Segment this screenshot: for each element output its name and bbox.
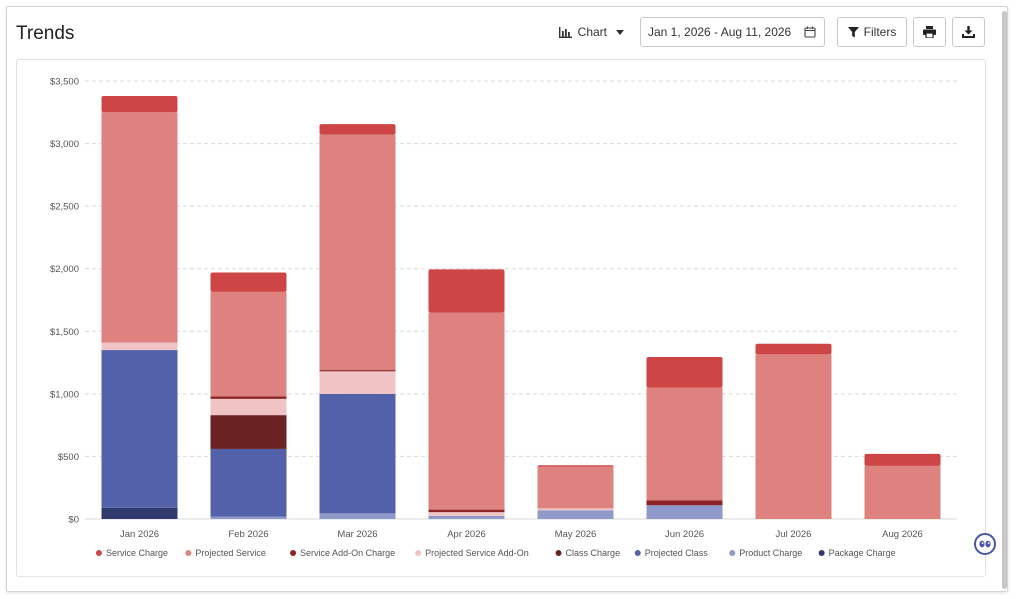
bar-segment — [646, 356, 723, 388]
face-icon — [979, 540, 991, 548]
bar-segment — [101, 112, 178, 343]
chevron-down-icon — [616, 29, 624, 35]
filter-icon — [847, 26, 859, 37]
help-chat-icon[interactable] — [974, 533, 996, 555]
bar-segment — [319, 370, 396, 372]
bar-segment — [864, 453, 941, 466]
bar-segment — [210, 272, 287, 292]
y-tick-label: $1,500 — [50, 327, 79, 338]
legend-swatch — [729, 550, 736, 556]
bar-chart-icon — [558, 26, 572, 38]
legend-item: Service Charge — [106, 548, 168, 558]
bar-segment — [319, 371, 396, 394]
bar-segment — [101, 342, 178, 351]
chart-panel: $0 $500 $1,000 $1,500 $2,000 $2,500 $3,000 $3,5… — [16, 59, 986, 577]
bar-segment — [210, 448, 287, 517]
calendar-icon — [804, 26, 816, 38]
legend-item: Product Charge — [739, 548, 802, 558]
report-frame: Trends Chart Jan 1, 2026 - Aug 11, 2026 — [6, 6, 1008, 592]
toolbar: Chart Jan 1, 2026 - Aug 11, 2026 Filters — [551, 17, 985, 47]
bar-segment — [210, 415, 287, 449]
y-tick-label: $1,000 — [50, 389, 79, 400]
y-tick-label: $2,500 — [50, 202, 79, 213]
y-tick-label: $3,000 — [50, 139, 79, 150]
bar-segment — [210, 398, 287, 416]
print-button[interactable] — [913, 17, 946, 47]
bar-segment — [319, 124, 396, 135]
download-button[interactable] — [952, 17, 985, 47]
bar-segment — [646, 500, 723, 506]
bar-segment — [319, 513, 396, 519]
bar-segment — [537, 510, 614, 519]
print-icon — [923, 26, 936, 38]
x-tick-label: May 2026 — [555, 529, 597, 540]
legend-item: Class Charge — [566, 548, 621, 558]
y-tick-label: $500 — [58, 452, 79, 463]
bar-segment — [428, 515, 505, 519]
y-tick-label: $0 — [68, 515, 79, 526]
scrollbar[interactable] — [1002, 11, 1007, 589]
bar-segment — [537, 465, 614, 467]
legend-swatch — [185, 550, 192, 556]
bar-segment — [101, 507, 178, 519]
download-icon — [962, 26, 975, 38]
x-tick-label: Aug 2026 — [882, 529, 923, 540]
legend-swatch — [415, 550, 422, 556]
bar-segment — [319, 393, 396, 514]
bar-segment — [755, 354, 832, 519]
bar-segment — [537, 508, 614, 511]
legend-item: Projected Service — [195, 548, 266, 558]
bar-segment — [428, 512, 505, 516]
bar-segment — [101, 350, 178, 508]
legend-swatch — [818, 550, 825, 556]
x-tick-label: Mar 2026 — [337, 529, 377, 540]
legend-item: Projected Service Add-On — [425, 548, 529, 558]
y-tick-label: $3,500 — [50, 77, 79, 88]
page-title: Trends — [16, 23, 75, 44]
legend-swatch — [290, 550, 297, 556]
trends-chart: $0 $500 $1,000 $1,500 $2,000 $2,500 $3,000 $3,5… — [50, 77, 957, 558]
x-tick-label: Jan 2026 — [120, 529, 159, 540]
legend-item: Service Add-On Charge — [300, 548, 395, 558]
legend-item: Package Charge — [829, 548, 896, 558]
bar-segment — [646, 505, 723, 519]
bar-segment — [428, 312, 505, 510]
bar-segment — [428, 509, 505, 513]
y-tick-label: $2,000 — [50, 264, 79, 275]
bar-segment — [210, 291, 287, 397]
bar-segment — [428, 269, 505, 313]
x-tick-label: Feb 2026 — [228, 529, 268, 540]
view-toggle-dropdown[interactable]: Chart — [551, 17, 632, 47]
view-toggle-label: Chart — [577, 25, 607, 39]
date-range-picker[interactable]: Jan 1, 2026 - Aug 11, 2026 — [640, 17, 825, 47]
bar-segment — [646, 387, 723, 501]
bar-segment — [210, 516, 287, 519]
filters-label: Filters — [863, 25, 897, 39]
legend-swatch — [95, 550, 102, 556]
x-tick-label: Jun 2026 — [665, 529, 704, 540]
x-tick-label: Jul 2026 — [776, 529, 812, 540]
x-tick-label: Apr 2026 — [447, 529, 486, 540]
bar-segment — [755, 343, 832, 355]
legend-swatch — [634, 550, 641, 556]
bar-segment — [101, 96, 178, 113]
date-range-value: Jan 1, 2026 - Aug 11, 2026 — [648, 25, 792, 39]
legend-item: Projected Class — [645, 548, 709, 558]
bar-segment — [319, 134, 396, 371]
legend-swatch — [555, 550, 562, 556]
filters-button[interactable]: Filters — [837, 17, 907, 47]
bar-segment — [864, 465, 941, 519]
bar-segment — [210, 396, 287, 399]
bar-segment — [537, 466, 614, 509]
